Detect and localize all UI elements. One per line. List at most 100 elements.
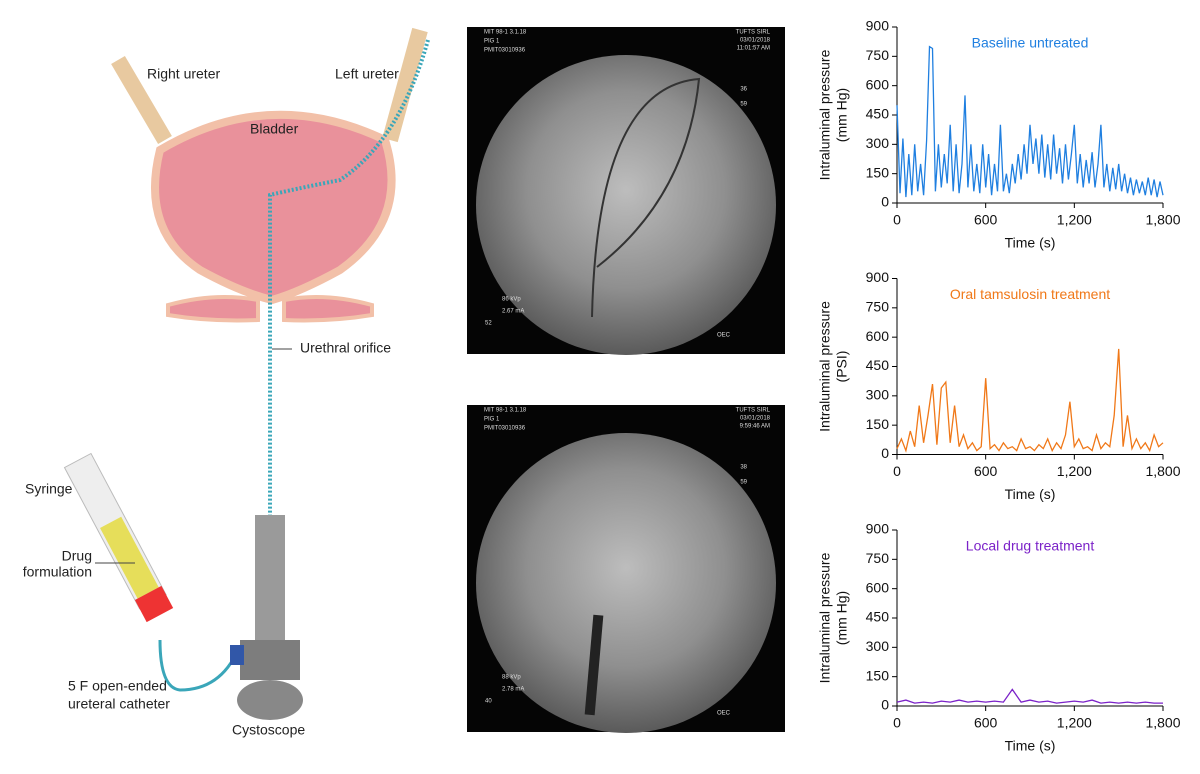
label: Syringe bbox=[25, 481, 73, 497]
fluoroscopy-field bbox=[476, 433, 776, 733]
right-ureter bbox=[111, 55, 172, 145]
image-text: 03/01/2018 bbox=[740, 416, 771, 422]
image-text: OEC bbox=[717, 711, 731, 717]
image-text: 38 bbox=[740, 465, 747, 471]
x-tick-label: 1,200 bbox=[1057, 212, 1092, 228]
bladder bbox=[151, 110, 396, 305]
image-text: PIG 1 bbox=[484, 39, 500, 45]
x-axis-label: Time (s) bbox=[1005, 235, 1056, 251]
x-tick-label: 1,800 bbox=[1145, 212, 1180, 228]
y-tick-label: 450 bbox=[866, 609, 890, 625]
x-tick-label: 600 bbox=[974, 715, 998, 731]
axes bbox=[896, 530, 1163, 707]
x-axis-label: Time (s) bbox=[1005, 738, 1056, 754]
image-text: 40 bbox=[485, 699, 492, 705]
x-tick-label: 1,800 bbox=[1145, 715, 1180, 731]
image-text: 03/01/2018 bbox=[740, 38, 771, 44]
y-tick-label: 750 bbox=[866, 47, 890, 63]
y-tick-label: 150 bbox=[866, 416, 890, 432]
y-tick-label: 0 bbox=[881, 194, 889, 210]
y-tick-label: 0 bbox=[881, 445, 889, 461]
label: Bladder bbox=[250, 121, 299, 137]
y-tick-label: 750 bbox=[866, 550, 890, 566]
image-text: PMIT03010936 bbox=[484, 48, 526, 54]
x-tick-label: 1,800 bbox=[1145, 463, 1180, 479]
syringe bbox=[63, 452, 174, 623]
cystoscope-body bbox=[240, 640, 300, 680]
label: Right ureter bbox=[147, 66, 220, 82]
y-axis-label: Intraluminal pressure bbox=[817, 301, 833, 432]
image-text: MIT 98-1 3.1.18 bbox=[484, 30, 527, 36]
y-axis-label: Intraluminal pressure bbox=[817, 552, 833, 683]
axes bbox=[896, 278, 1163, 455]
catheter-loop bbox=[591, 77, 701, 318]
y-tick-label: 750 bbox=[866, 299, 890, 315]
chart-title: Local drug treatment bbox=[966, 538, 1095, 554]
label: Cystoscope bbox=[232, 722, 305, 738]
fluoroscopy-field bbox=[476, 55, 776, 355]
y-tick-label: 450 bbox=[866, 357, 890, 373]
pelvic-floor bbox=[166, 294, 374, 323]
pressure-line bbox=[896, 348, 1164, 453]
illustration bbox=[63, 27, 430, 720]
x-tick-label: 600 bbox=[974, 212, 998, 228]
y-tick-label: 300 bbox=[866, 135, 890, 151]
illustration-labels: Right ureter Left ureter Bladder Urethral o… bbox=[23, 66, 399, 738]
x-axis-label: Time (s) bbox=[1005, 486, 1056, 502]
label: Urethral orifice bbox=[300, 340, 391, 356]
x-tick-label: 0 bbox=[893, 715, 901, 731]
x-tick-label: 1,200 bbox=[1057, 715, 1092, 731]
y-tick-label: 150 bbox=[866, 667, 890, 683]
y-tick-label: 600 bbox=[866, 328, 890, 344]
y-axis-label: (PSI) bbox=[834, 351, 850, 383]
cystoscope-valve bbox=[230, 645, 244, 665]
y-tick-label: 600 bbox=[866, 76, 890, 92]
image-text: 2.78 mA bbox=[502, 687, 524, 693]
image-text: PMIT03010936 bbox=[484, 426, 526, 432]
charts: 0 150 300 450 600 750 900 0 600 1,200 1,800 Baselin… bbox=[817, 18, 1181, 754]
image-text: 9:59:46 AM bbox=[740, 424, 770, 430]
pressure-line bbox=[896, 45, 1164, 198]
y-tick-label: 600 bbox=[866, 579, 890, 595]
x-tick-label: 0 bbox=[893, 212, 901, 228]
image-text: 2.67 mA bbox=[502, 309, 524, 315]
fluoroscopy-images: MIT 98-1 3.1.18 PIG 1 PMIT03010936 TUFTS SI… bbox=[467, 27, 785, 733]
image-text: OEC bbox=[717, 333, 731, 339]
y-tick-label: 150 bbox=[866, 164, 890, 180]
y-axis-label: (mm Hg) bbox=[834, 591, 850, 645]
image-text: MIT 98-1 3.1.18 bbox=[484, 408, 527, 414]
y-tick-label: 0 bbox=[881, 697, 889, 713]
label: formulation bbox=[23, 564, 92, 580]
label: ureteral catheter bbox=[68, 696, 170, 712]
x-tick-label: 1,200 bbox=[1057, 463, 1092, 479]
axes bbox=[896, 27, 1163, 204]
y-axis-label: (mm Hg) bbox=[834, 88, 850, 142]
image-text: 59 bbox=[740, 480, 747, 486]
x-tick-label: 0 bbox=[893, 463, 901, 479]
cystoscope-eyepiece bbox=[237, 680, 303, 720]
cystoscope-shadow bbox=[584, 614, 604, 716]
x-tick-label: 600 bbox=[974, 463, 998, 479]
label: 5 F open-ended bbox=[68, 678, 167, 694]
label: Drug bbox=[62, 548, 92, 564]
image-text: 88 kVp bbox=[502, 675, 521, 681]
catheter-tube bbox=[158, 639, 240, 692]
chart-title: Oral tamsulosin treatment bbox=[950, 286, 1110, 302]
pressure-line bbox=[896, 688, 1163, 704]
image-text: 11:01:57 AM bbox=[737, 46, 770, 52]
y-tick-label: 450 bbox=[866, 106, 890, 122]
image-text: 86 kVp bbox=[502, 297, 521, 303]
catheter bbox=[268, 39, 430, 520]
label: Left ureter bbox=[335, 66, 399, 82]
image-text: 59 bbox=[740, 102, 747, 108]
image-text: 52 bbox=[485, 321, 492, 327]
y-tick-label: 300 bbox=[866, 387, 890, 403]
y-tick-label: 300 bbox=[866, 638, 890, 654]
image-text: 36 bbox=[740, 87, 747, 93]
image-text: TUFTS SIRL bbox=[736, 30, 771, 36]
y-tick-label: 900 bbox=[866, 269, 890, 285]
y-tick-label: 900 bbox=[866, 18, 890, 34]
image-text: PIG 1 bbox=[484, 417, 500, 423]
chart-title: Baseline untreated bbox=[972, 35, 1089, 51]
